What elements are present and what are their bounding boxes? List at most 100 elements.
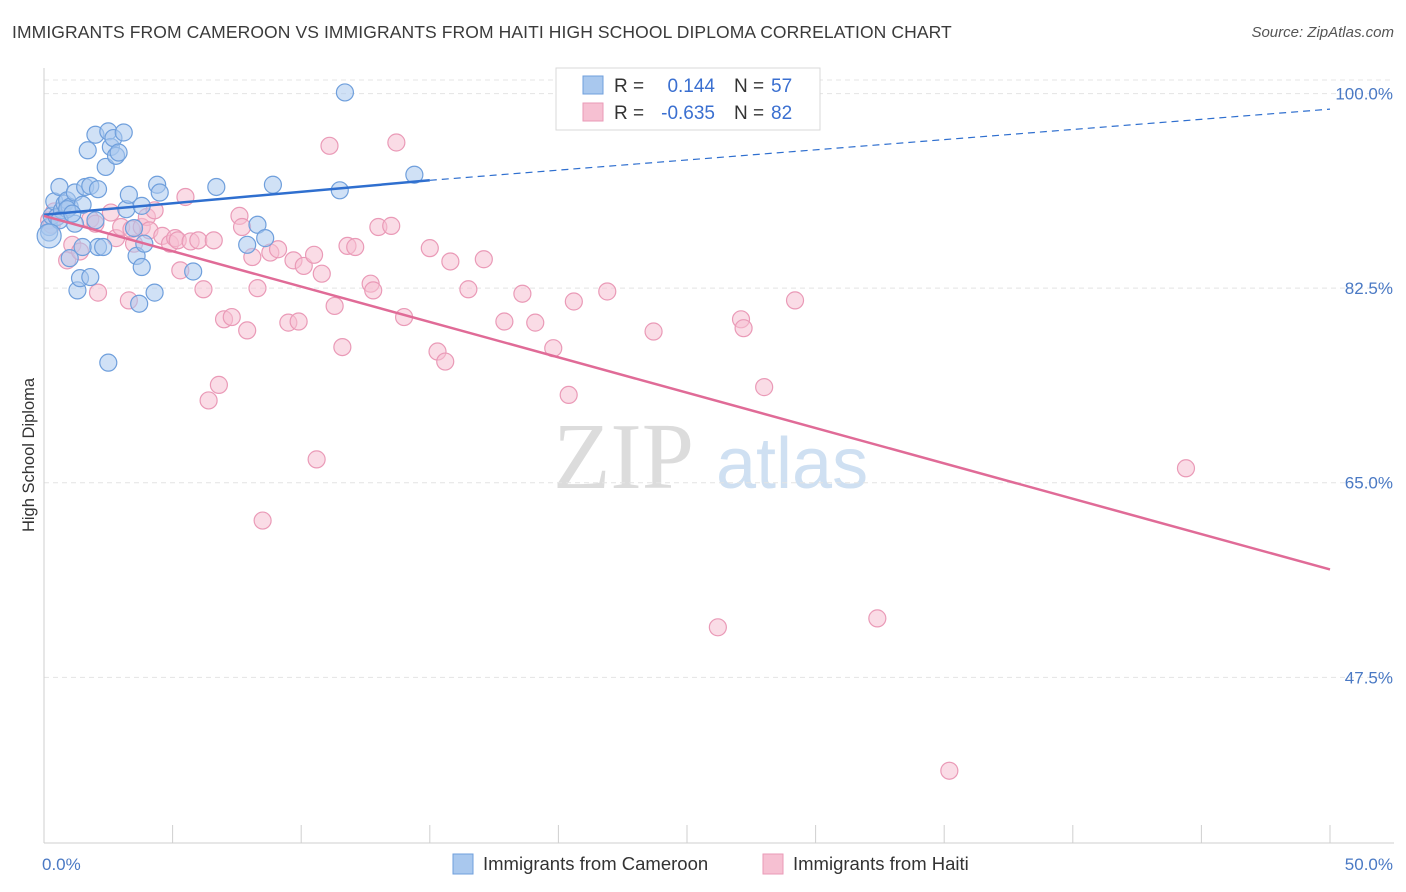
haiti-point: [325, 296, 344, 316]
haiti-point: [294, 256, 313, 276]
cameroon-point: [132, 257, 151, 277]
source-credit: Source: ZipAtlas.com: [1251, 24, 1394, 41]
x-ticks: [43, 825, 1331, 843]
haiti-point: [268, 240, 288, 259]
x-tick-label-min: 0.0%: [42, 855, 81, 874]
cameroon-point: [60, 249, 79, 268]
haiti-point: [232, 217, 252, 237]
bottom-legend-label-haiti: Immigrants from Haiti: [793, 853, 969, 874]
haiti-point: [238, 321, 257, 340]
haiti-point: [644, 322, 663, 341]
haiti-point: [564, 292, 583, 311]
y-tick-label: 47.5%: [1345, 668, 1393, 687]
haiti-point: [194, 280, 213, 299]
legend-r-label-cameroon: R =: [614, 76, 644, 97]
cameroon-point: [114, 123, 133, 142]
haiti-point: [333, 337, 352, 357]
haiti-point: [1176, 459, 1196, 478]
haiti-point: [382, 216, 401, 235]
haiti-point: [459, 280, 478, 299]
cameroon-point: [405, 165, 424, 184]
legend-n-value-cameroon: 57: [771, 76, 792, 97]
cameroon-point: [86, 211, 105, 230]
haiti-point: [598, 282, 617, 301]
cameroon-point: [335, 83, 355, 102]
legend-swatch-cameroon: [582, 75, 604, 95]
legend-r-value-cameroon: 0.144: [667, 76, 715, 97]
y-axis-label: High School Diploma: [20, 377, 38, 532]
haiti-point: [708, 618, 727, 637]
legend-n-label-haiti: N =: [734, 103, 764, 124]
cameroon-point: [96, 157, 115, 177]
bottom-legend: Immigrants from Cameroon Immigrants from…: [452, 853, 969, 875]
gridlines: [44, 79, 1394, 678]
cameroon-point: [99, 353, 118, 372]
cameroon-point: [119, 185, 138, 204]
y-tick-label: 82.5%: [1345, 279, 1393, 298]
watermark-zip: ZIP: [553, 405, 694, 509]
haiti-point: [559, 385, 578, 405]
haiti-point: [222, 307, 241, 327]
haiti-point: [312, 264, 331, 283]
cameroon-point: [263, 175, 283, 194]
haiti-point: [441, 252, 460, 271]
legend-swatch-haiti: [582, 102, 604, 122]
cameroon-point: [248, 215, 267, 234]
series-cameroon-points: [36, 83, 424, 372]
haiti-point: [346, 237, 365, 257]
haiti-point: [387, 133, 406, 152]
haiti-point: [734, 319, 753, 338]
cameroon-point: [256, 229, 275, 248]
haiti-point: [364, 281, 383, 300]
cameroon-point: [150, 183, 169, 202]
cameroon-point: [238, 235, 257, 254]
legend-n-value-haiti: 82: [771, 103, 792, 124]
cameroon-point: [145, 283, 164, 302]
haiti-point: [526, 313, 545, 332]
cameroon-point-large: [36, 223, 62, 249]
haiti-point: [420, 239, 439, 258]
cameroon-point: [78, 141, 97, 160]
haiti-point: [199, 391, 218, 410]
bottom-legend-swatch-cameroon: [452, 853, 474, 875]
cameroon-point: [330, 181, 349, 200]
haiti-point: [940, 761, 959, 780]
bottom-legend-swatch-haiti: [762, 853, 784, 875]
haiti-point: [253, 511, 272, 530]
trend-line-cameroon-extension: [429, 108, 1331, 181]
trend-lines: [43, 108, 1331, 571]
haiti-point: [755, 378, 774, 397]
axes: [43, 68, 1394, 844]
haiti-point: [474, 250, 493, 269]
haiti-point: [868, 609, 887, 628]
trend-line-cameroon: [43, 179, 430, 217]
haiti-point: [101, 203, 120, 222]
cameroon-point: [81, 267, 100, 287]
haiti-point: [289, 312, 308, 331]
haiti-point: [436, 352, 455, 371]
watermark-atlas: atlas: [716, 424, 868, 504]
cameroon-point: [124, 219, 144, 238]
haiti-point: [495, 312, 514, 331]
cameroon-point: [207, 177, 226, 197]
x-tick-label-max: 50.0%: [1345, 855, 1393, 874]
y-tick-label: 65.0%: [1345, 474, 1393, 493]
cameroon-point: [94, 237, 113, 257]
cameroon-point: [184, 262, 203, 281]
y-tick-label: 100.0%: [1335, 85, 1393, 104]
legend-r-label-haiti: R =: [614, 103, 644, 124]
trend-line-haiti: [43, 214, 1331, 571]
cameroon-point: [73, 237, 92, 257]
cameroon-point: [130, 294, 149, 313]
haiti-point: [304, 245, 324, 264]
haiti-point: [204, 231, 223, 250]
haiti-point: [307, 450, 326, 469]
legend-r-value-haiti: -0.635: [661, 103, 715, 124]
haiti-point: [248, 279, 267, 298]
y-tick-labels: 47.5% 65.0% 82.5% 100.0%: [1335, 85, 1393, 688]
bottom-legend-label-cameroon: Immigrants from Cameroon: [483, 853, 708, 874]
haiti-point: [88, 283, 108, 302]
haiti-point: [209, 375, 228, 394]
stats-legend: R = 0.144 N = 57 R = -0.635 N = 82: [555, 67, 821, 131]
